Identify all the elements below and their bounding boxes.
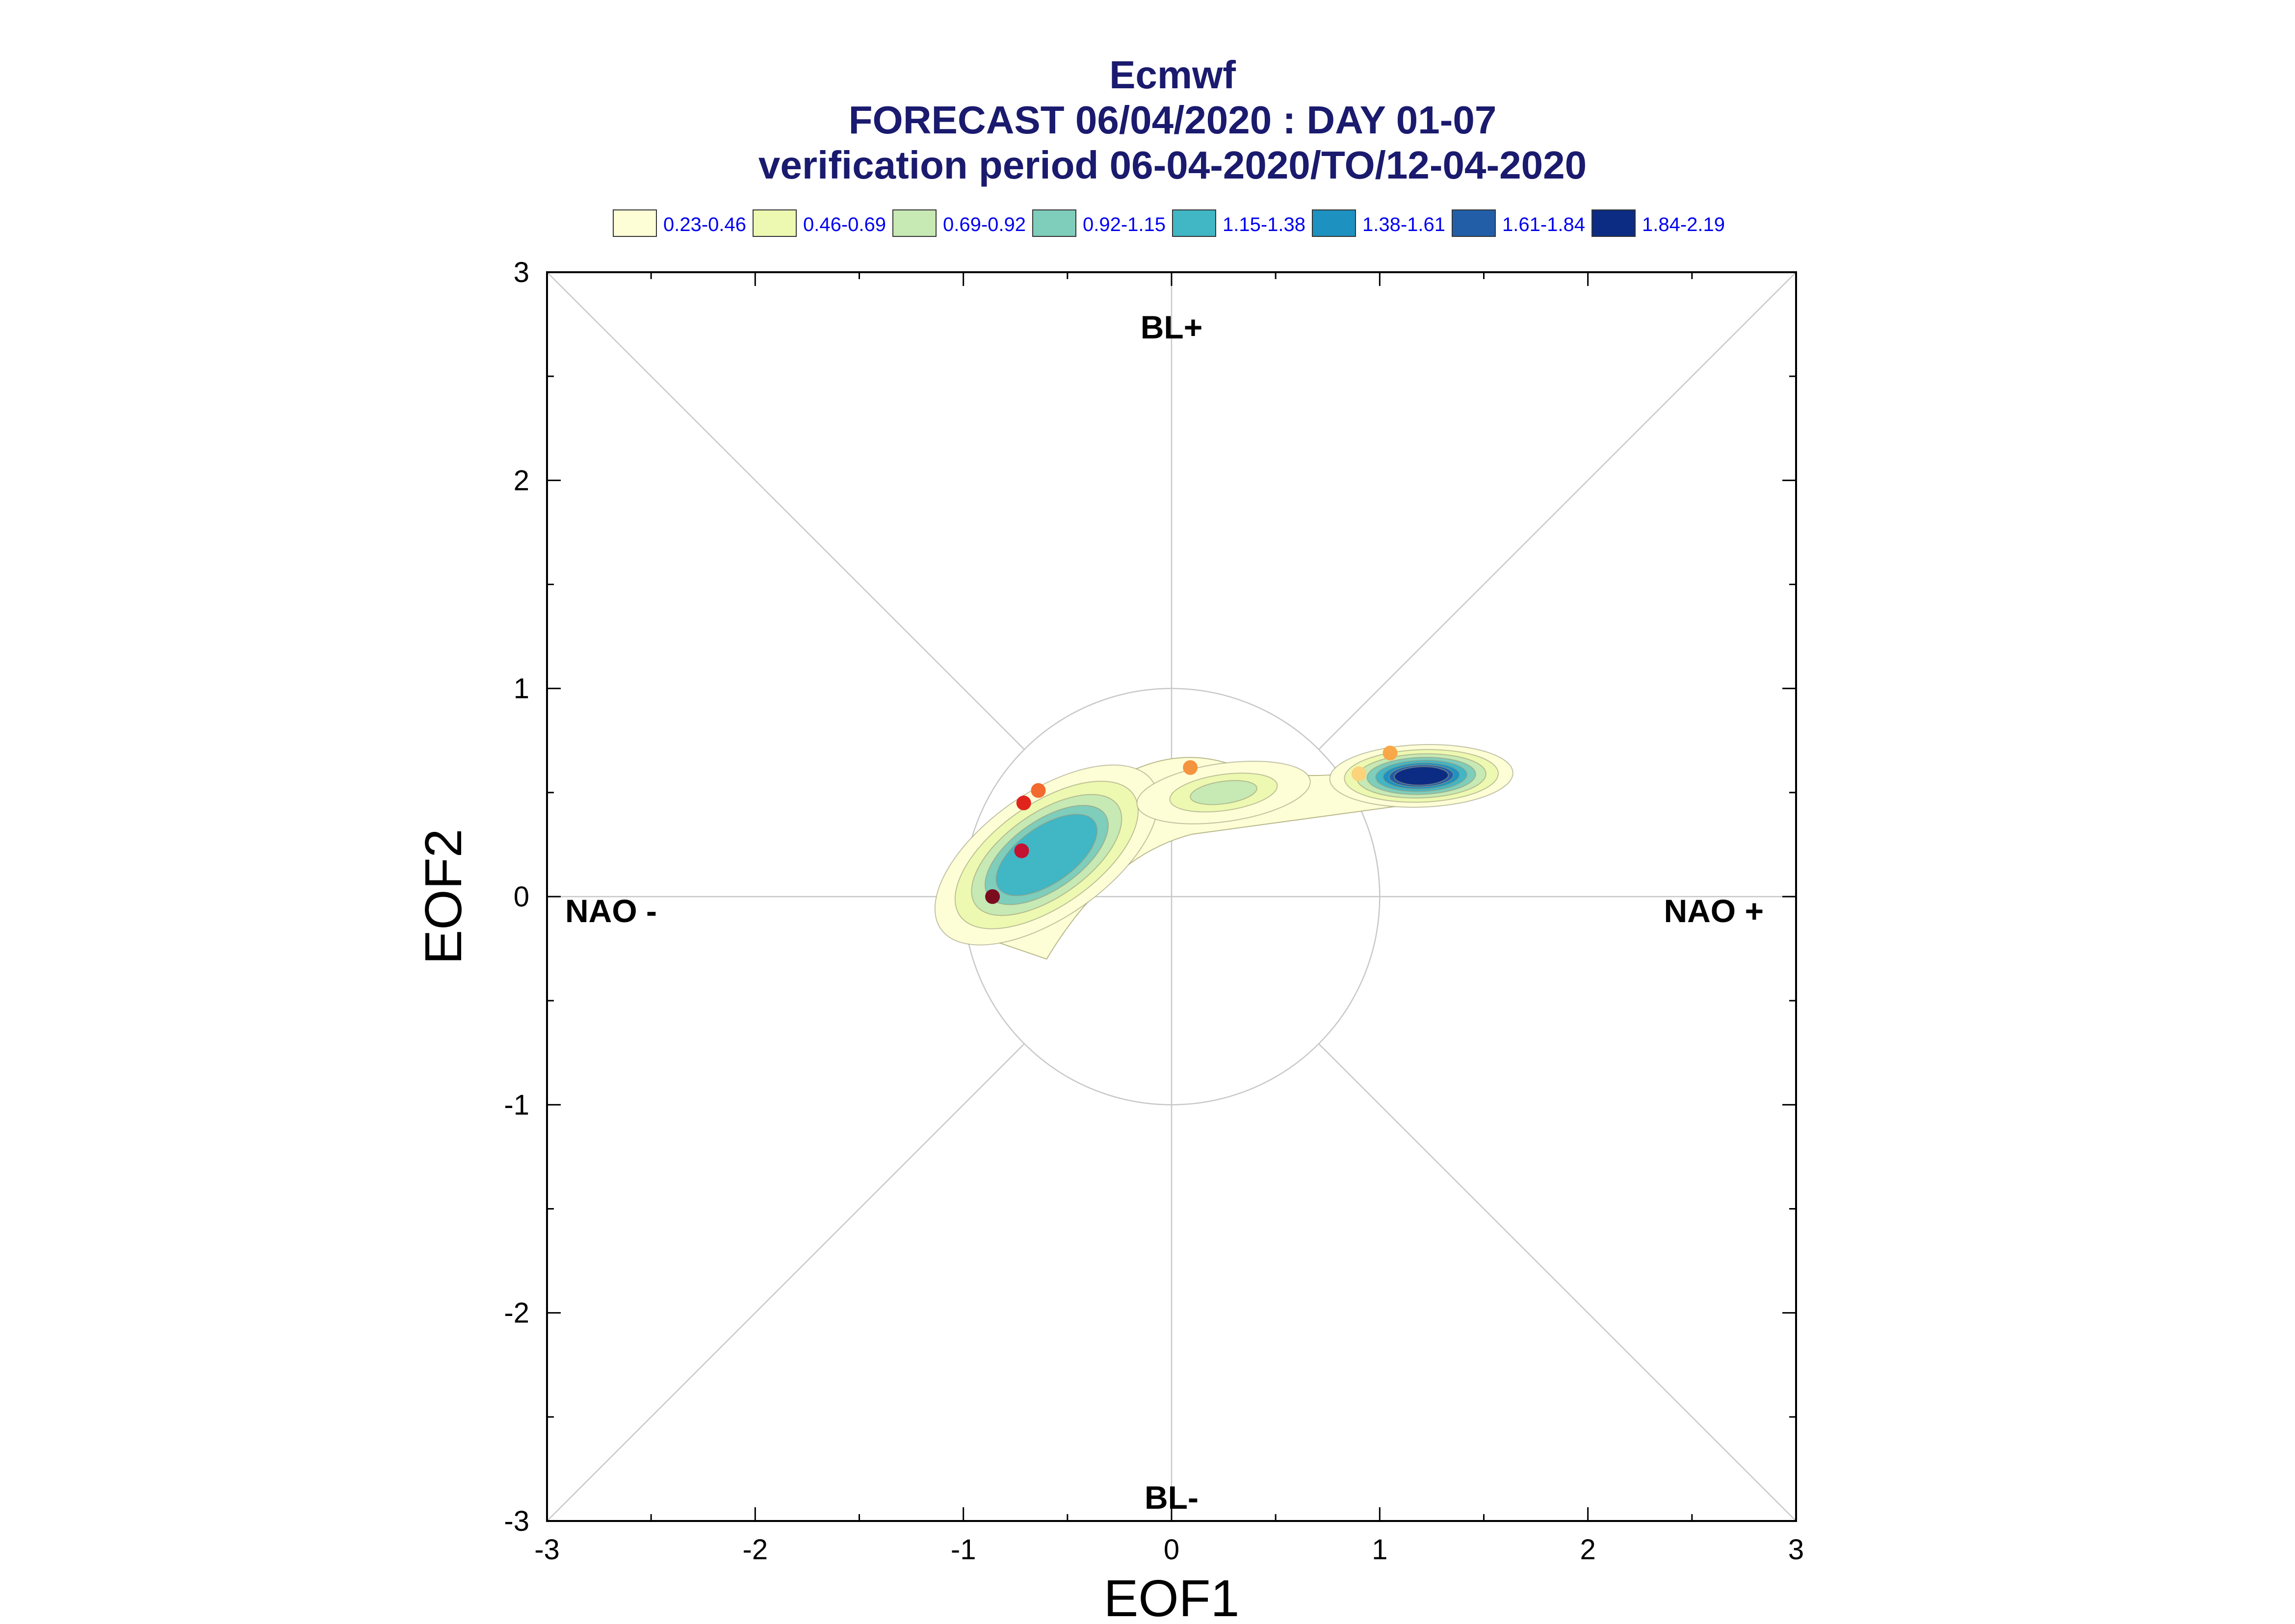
x-axis-title: EOF1 <box>1104 1570 1240 1624</box>
y-tick-label: -2 <box>504 1297 529 1329</box>
y-tick-label: -3 <box>504 1505 529 1537</box>
legend-label: 1.61-1.84 <box>1502 214 1585 235</box>
guide-line <box>1318 1043 1797 1521</box>
plot-area: -3 -2 -1 0 1 2 3 -3 -2 -1 0 1 2 3 <box>504 257 1804 1566</box>
legend-entry: 0.92-1.15 <box>1032 209 1166 237</box>
x-tick-label: -3 <box>534 1534 560 1566</box>
density-contour <box>995 814 1098 897</box>
legend-swatch <box>892 209 937 237</box>
guide-line <box>1318 272 1797 750</box>
state-point <box>1014 843 1029 858</box>
state-points <box>985 746 1398 904</box>
legend-entry: 0.46-0.69 <box>753 209 886 237</box>
guide-line <box>547 1043 1025 1521</box>
legend-swatch <box>613 209 657 237</box>
density-contour <box>1394 766 1449 786</box>
y-axis-title: EOF2 <box>415 829 472 965</box>
y-tick-label: 1 <box>514 673 529 705</box>
regime-label-bottom: BL- <box>1145 1479 1199 1516</box>
legend-swatch <box>1452 209 1496 237</box>
legend-swatch <box>753 209 797 237</box>
x-tick-label: 2 <box>1580 1534 1596 1566</box>
legend-entry: 1.15-1.38 <box>1172 209 1305 237</box>
state-point <box>1351 766 1366 781</box>
y-tick-label: 0 <box>514 881 529 913</box>
x-tick-label: 0 <box>1164 1534 1179 1566</box>
legend-label: 0.46-0.69 <box>803 214 886 235</box>
title-line-3: verification period 06-04-2020/TO/12-04-… <box>758 143 1587 187</box>
regime-label-top: BL+ <box>1141 309 1203 345</box>
state-point <box>1031 783 1046 798</box>
legend: 0.23-0.46 0.46-0.69 0.69-0.92 0.92-1.15 1.15… <box>613 209 1725 237</box>
legend-label: 0.92-1.15 <box>1083 214 1166 235</box>
regime-label-right: NAO + <box>1664 893 1764 929</box>
legend-label: 0.69-0.92 <box>943 214 1026 235</box>
legend-label: 1.38-1.61 <box>1362 214 1445 235</box>
y-tick-label: -1 <box>504 1089 529 1121</box>
legend-label: 1.84-2.19 <box>1642 214 1725 235</box>
x-tick-label: -1 <box>951 1534 976 1566</box>
legend-swatch <box>1032 209 1076 237</box>
state-point <box>1382 746 1398 761</box>
regime-label-left: NAO - <box>565 893 657 929</box>
legend-swatch <box>1172 209 1216 237</box>
x-tick-label: -2 <box>743 1534 768 1566</box>
legend-entry: 1.61-1.84 <box>1452 209 1585 237</box>
legend-entry: 1.84-2.19 <box>1591 209 1725 237</box>
state-point <box>1183 760 1198 775</box>
title-line-1: Ecmwf <box>1109 53 1236 97</box>
y-tick-label: 3 <box>514 257 529 288</box>
y-tick-label: 2 <box>514 464 529 496</box>
legend-entry: 0.23-0.46 <box>613 209 746 237</box>
title-line-2: FORECAST 06/04/2020 : DAY 01-07 <box>849 98 1497 142</box>
axis-ticks: -3 -2 -1 0 1 2 3 -3 -2 -1 0 1 2 3 <box>504 257 1804 1566</box>
guide-line <box>547 272 1025 750</box>
legend-swatch <box>1591 209 1636 237</box>
x-tick-label: 1 <box>1372 1534 1387 1566</box>
x-tick-label: 3 <box>1788 1534 1804 1566</box>
state-point <box>1016 796 1031 811</box>
legend-swatch <box>1312 209 1356 237</box>
chart-title: Ecmwf FORECAST 06/04/2020 : DAY 01-07 ve… <box>758 53 1587 187</box>
density-contour <box>1190 780 1257 805</box>
state-point <box>985 889 1000 904</box>
legend-entry: 0.69-0.92 <box>892 209 1026 237</box>
legend-label: 0.23-0.46 <box>663 214 746 235</box>
guide-lines <box>547 272 1797 1521</box>
legend-entry: 1.38-1.61 <box>1312 209 1445 237</box>
legend-label: 1.15-1.38 <box>1223 214 1305 235</box>
